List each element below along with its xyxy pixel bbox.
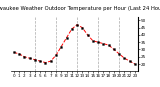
Text: Milwaukee Weather Outdoor Temperature per Hour (Last 24 Hours): Milwaukee Weather Outdoor Temperature pe… bbox=[0, 6, 160, 11]
